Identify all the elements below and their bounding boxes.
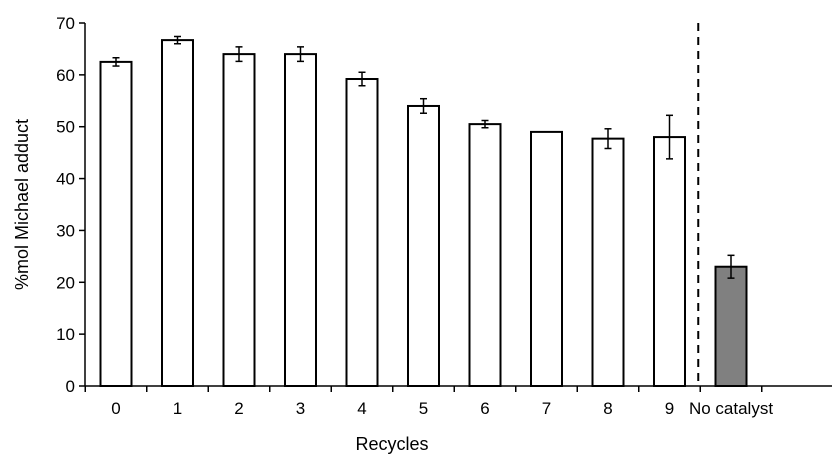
error-bars	[112, 35, 735, 279]
x-tick-label: 1	[173, 399, 182, 418]
x-tick-label: 5	[419, 399, 428, 418]
y-tick-label: 0	[66, 377, 75, 396]
bar-no-catalyst	[714, 265, 748, 388]
y-tick-label: 40	[56, 170, 75, 189]
x-tick-label: 0	[111, 399, 120, 418]
bar-7	[530, 130, 563, 387]
y-tick-label: 30	[56, 221, 75, 240]
y-tick-label: 60	[56, 66, 75, 85]
x-tick-label: No catalyst	[689, 399, 773, 418]
x-axis-label: Recycles	[355, 434, 428, 454]
bar-3	[284, 53, 317, 387]
y-axis-ticks: 0 10 20 30 40 50 60 70	[56, 14, 85, 396]
y-tick-label: 70	[56, 14, 75, 33]
y-tick-label: 50	[56, 118, 75, 137]
bar-8	[591, 137, 625, 387]
bars	[99, 39, 748, 388]
bar-9	[653, 136, 686, 387]
x-axis-ticks: 0 1 2 3 4 5 6 7 8 9 No catalyst	[84, 386, 773, 418]
y-tick-label: 20	[56, 273, 75, 292]
x-tick-label: 4	[357, 399, 366, 418]
x-tick-label: 3	[296, 399, 305, 418]
bar-0	[99, 60, 133, 388]
bar-5	[407, 104, 440, 387]
bar-4	[345, 78, 379, 388]
bar-2	[222, 53, 256, 387]
x-tick-label: 6	[480, 399, 489, 418]
bar-1	[161, 39, 194, 388]
x-tick-label: 8	[603, 399, 612, 418]
y-axis-label: %mol Michael adduct	[12, 119, 32, 290]
x-tick-label: 9	[665, 399, 674, 418]
bar-6	[468, 123, 502, 387]
x-tick-label: 2	[234, 399, 243, 418]
y-tick-label: 10	[56, 325, 75, 344]
x-tick-label: 7	[542, 399, 551, 418]
